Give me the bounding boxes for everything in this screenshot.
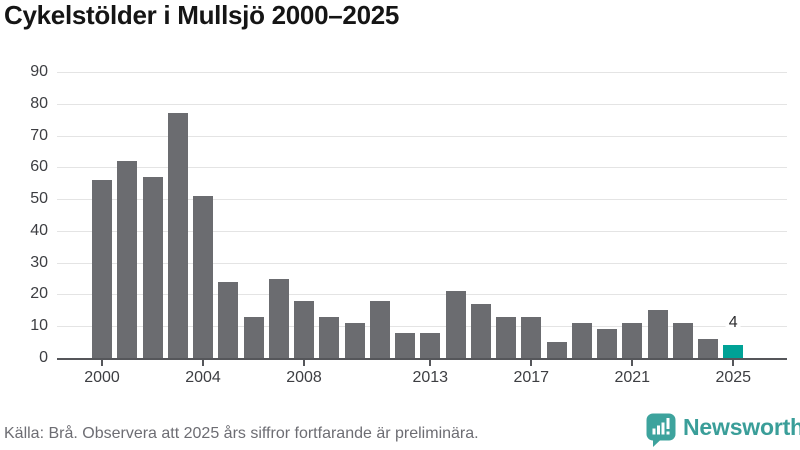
bar-2006 xyxy=(243,316,264,358)
bar-2011 xyxy=(369,300,390,358)
y-axis-tick-label: 10 xyxy=(30,317,48,335)
bar-2003 xyxy=(167,113,188,358)
y-axis-tick-label: 30 xyxy=(30,253,48,271)
y-axis-tick-label: 60 xyxy=(30,158,48,176)
bar-2024 xyxy=(698,338,718,358)
newsworthy-logo[interactable]: Newsworthy xyxy=(646,413,800,447)
bar-2004 xyxy=(193,195,213,358)
y-axis-tick-label: 50 xyxy=(30,190,48,208)
bar-2012 xyxy=(395,332,415,358)
bar-2010 xyxy=(344,323,365,358)
bar-2000 xyxy=(92,180,112,358)
x-axis-tick-label: 2013 xyxy=(412,369,449,386)
gridline-70 xyxy=(57,135,787,137)
x-axis-tick-label: 2008 xyxy=(286,369,322,386)
y-axis-tick-label: 0 xyxy=(39,349,48,366)
bar-2007 xyxy=(268,278,289,358)
x-axis-tick xyxy=(732,360,735,366)
bar-value-label: 4 xyxy=(725,314,741,332)
x-axis-tick-label: 2004 xyxy=(185,369,221,386)
bar-2020 xyxy=(597,329,617,358)
bar-2021 xyxy=(622,323,643,358)
bar-2023 xyxy=(672,323,693,358)
bar-2002 xyxy=(142,176,163,358)
y-axis-tick-label: 70 xyxy=(30,126,48,144)
x-axis-tick-label: 2025 xyxy=(715,369,752,386)
bar-2017 xyxy=(521,316,542,358)
x-axis-tick xyxy=(303,360,305,366)
y-axis-tick-label: 40 xyxy=(30,221,48,239)
gridline-20 xyxy=(57,294,787,296)
x-axis-tick xyxy=(429,360,432,366)
x-axis-tick xyxy=(202,360,204,366)
bar-2019 xyxy=(571,323,592,358)
bar-2013 xyxy=(420,332,441,358)
newsworthy-logo-text: Newsworthy xyxy=(683,414,800,440)
y-axis-tick-label: 90 xyxy=(30,63,48,80)
bar-2008 xyxy=(294,300,314,358)
bar-2005 xyxy=(218,281,239,358)
x-axis-tick xyxy=(530,360,533,366)
bar-2025 xyxy=(723,345,744,358)
x-axis-tick xyxy=(101,360,103,366)
y-axis-tick-label: 80 xyxy=(30,94,48,112)
bar-2014 xyxy=(445,291,466,358)
gridline-30 xyxy=(57,262,787,264)
gridline-10 xyxy=(57,326,787,328)
bar-2009 xyxy=(319,316,340,358)
bar-2022 xyxy=(647,310,668,358)
x-axis-tick-label: 2021 xyxy=(614,369,651,386)
gridline-90 xyxy=(57,72,787,73)
x-axis-tick-label: 2017 xyxy=(513,369,550,386)
y-axis-tick-label: 20 xyxy=(30,285,48,303)
bar-2001 xyxy=(117,160,138,358)
x-axis-line xyxy=(57,358,787,360)
gridline-80 xyxy=(57,103,787,105)
x-axis-tick xyxy=(631,360,634,366)
source-note: Källa: Brå. Observera att 2025 års siffr… xyxy=(4,425,479,442)
x-axis-tick-label: 2000 xyxy=(84,369,120,386)
chart-title: Cykelstölder i Mullsjö 2000–2025 xyxy=(4,0,400,30)
gridline-60 xyxy=(57,167,787,169)
bar-2016 xyxy=(496,316,516,358)
bar-2015 xyxy=(470,303,491,358)
gridline-50 xyxy=(57,199,787,201)
bar-2018 xyxy=(546,342,567,358)
newsworthy-logo-icon xyxy=(646,413,676,447)
gridline-40 xyxy=(57,230,787,232)
